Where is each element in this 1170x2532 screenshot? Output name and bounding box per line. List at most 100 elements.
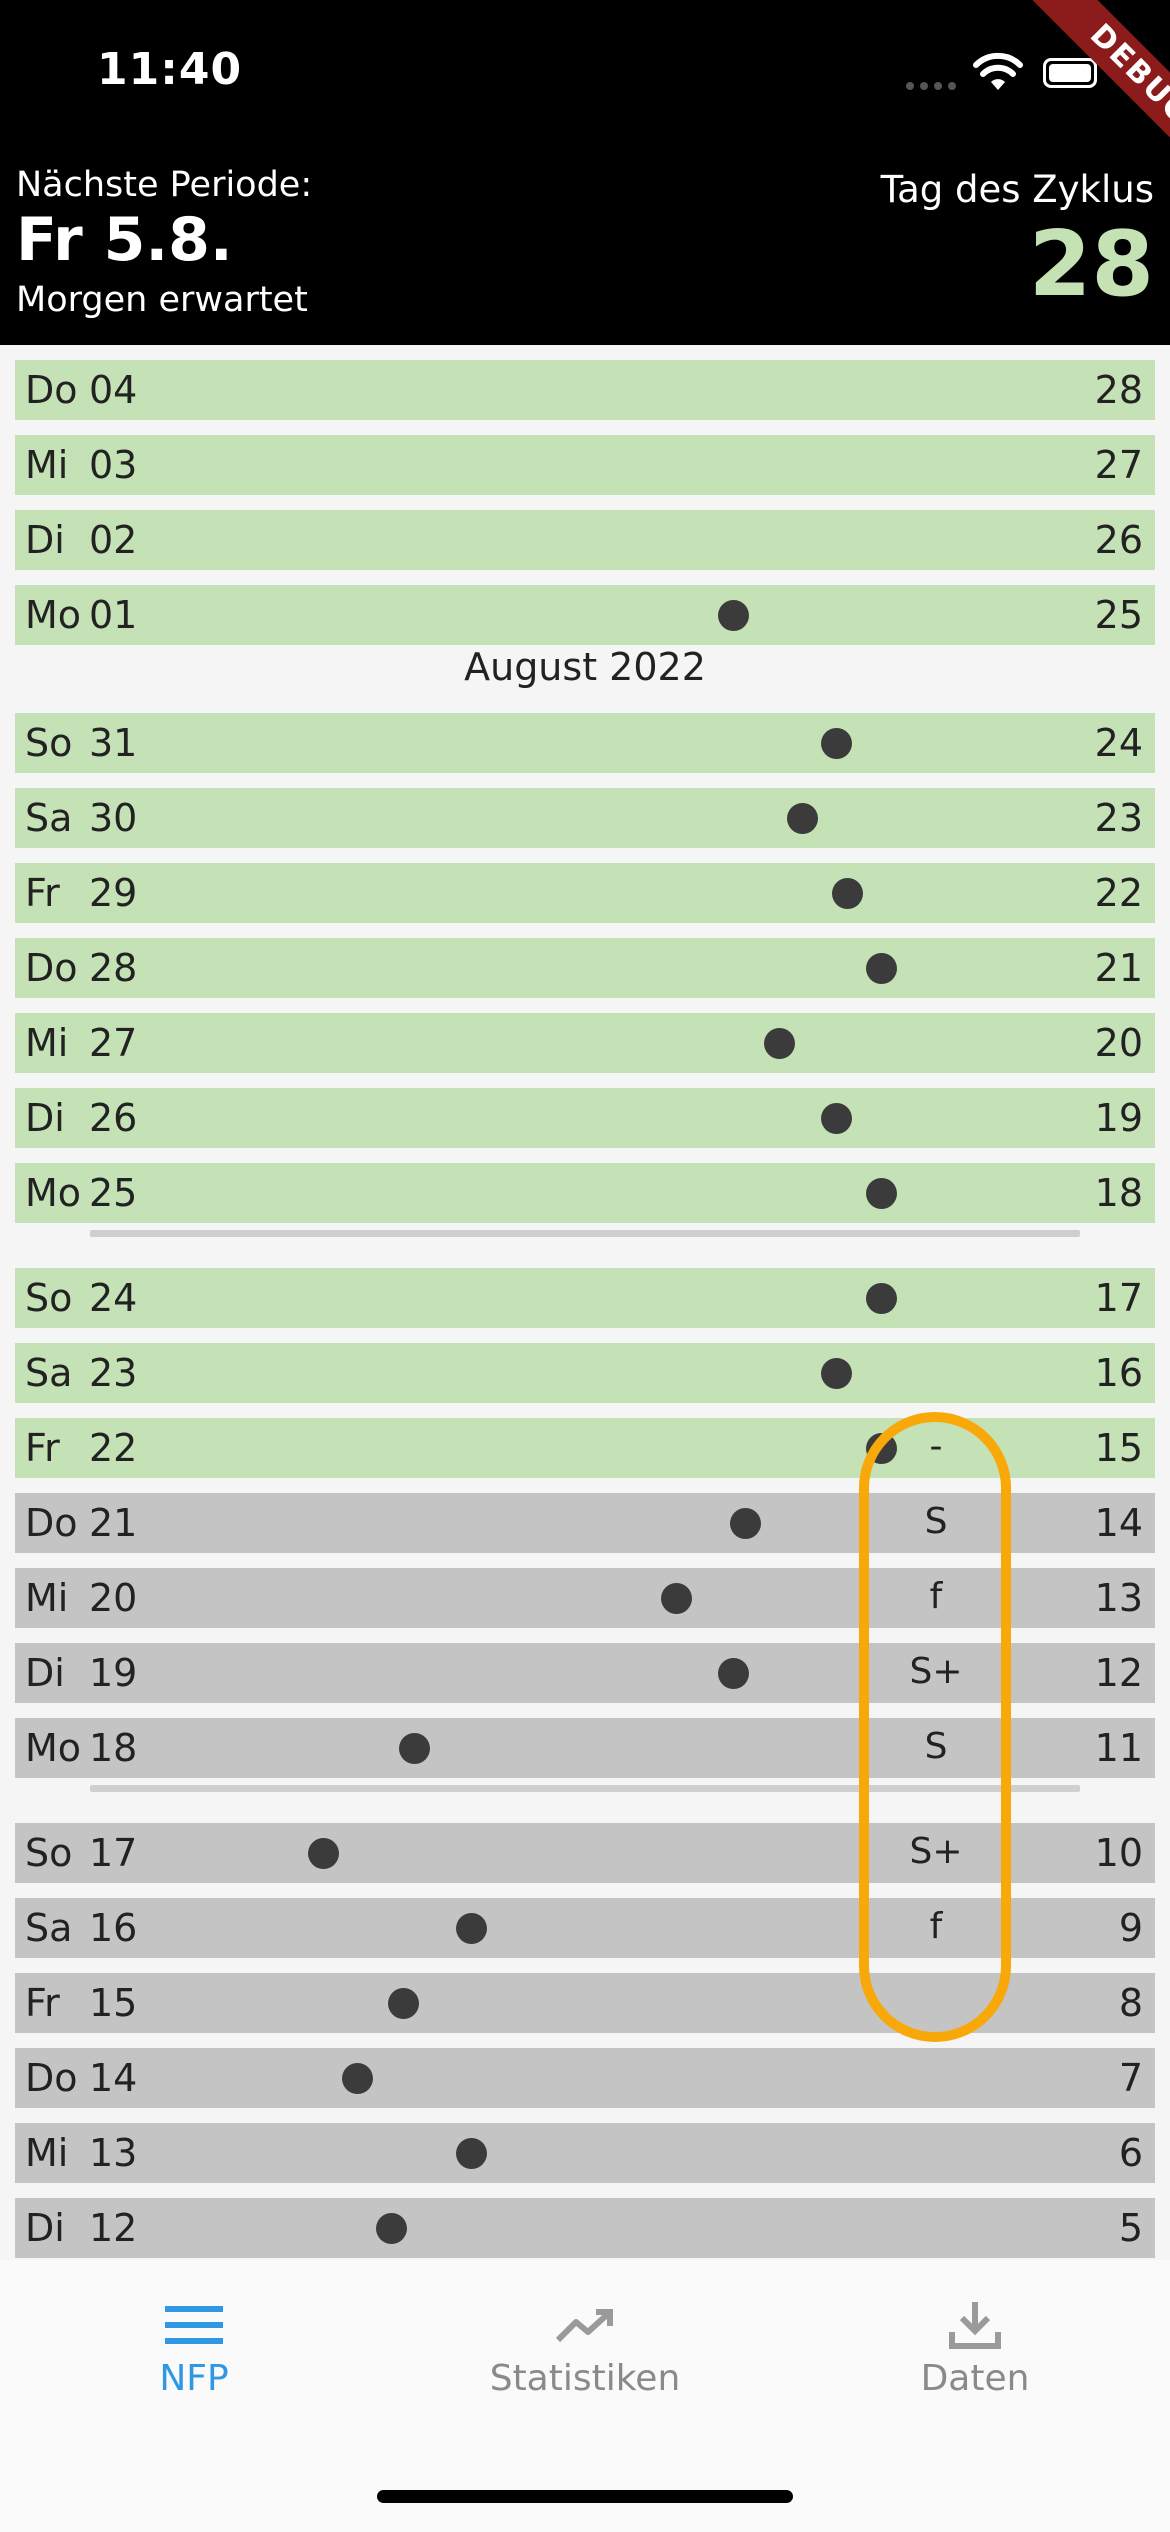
weekday-label: Do <box>25 1501 78 1545</box>
temperature-dot <box>388 1988 419 2019</box>
cycle-day-list[interactable]: August 2022 Do 04 28 Mi 03 27 Di 02 26 Mo 01 25 So 31… <box>0 345 1170 2260</box>
day-row[interactable]: Mo 01 25 <box>15 585 1155 645</box>
weekday-label: Di <box>25 1096 65 1140</box>
date-number: 30 <box>89 796 138 840</box>
week-divider <box>90 1230 1080 1237</box>
date-number: 31 <box>89 721 138 765</box>
temperature-dot <box>821 1358 852 1389</box>
cycle-day-value: 26 <box>1094 518 1143 562</box>
cycle-day-value: 12 <box>1094 1651 1143 1695</box>
bottom-navigation: NFP Statistiken Daten <box>0 2260 1170 2532</box>
day-row[interactable]: Mo 25 18 <box>15 1163 1155 1223</box>
day-row[interactable]: Mi 27 20 <box>15 1013 1155 1073</box>
date-number: 14 <box>89 2056 138 2100</box>
cycle-day-value: 13 <box>1094 1576 1143 1620</box>
mucus-value: - <box>929 1426 943 1467</box>
temperature-dot <box>866 1433 897 1464</box>
temperature-dot <box>376 2213 407 2244</box>
day-row[interactable]: Sa 16 f 9 <box>15 1898 1155 1958</box>
app-header: 11:40 DEBUG Nächste Periode: Fr 5.8. Mor… <box>0 0 1170 345</box>
date-number: 26 <box>89 1096 138 1140</box>
cycle-day-value: 16 <box>1094 1351 1143 1395</box>
cellular-signal-icon <box>906 82 958 92</box>
cycle-day-value: 15 <box>1094 1426 1143 1470</box>
cycle-day-number: 28 <box>1028 212 1154 317</box>
weekday-label: Mo <box>25 1726 82 1770</box>
temperature-dot <box>718 1658 749 1689</box>
day-row[interactable]: Do 28 21 <box>15 938 1155 998</box>
cycle-day-value: 23 <box>1094 796 1143 840</box>
day-row[interactable]: Di 19 S+ 12 <box>15 1643 1155 1703</box>
week-divider <box>90 1785 1080 1792</box>
day-row[interactable]: Fr 22 - 15 <box>15 1418 1155 1478</box>
day-row[interactable]: So 17 S+ 10 <box>15 1823 1155 1883</box>
day-row[interactable]: Mi 13 6 <box>15 2123 1155 2183</box>
day-row[interactable]: Di 12 5 <box>15 2198 1155 2258</box>
weekday-label: Do <box>25 368 78 412</box>
weekday-label: Mi <box>25 443 69 487</box>
weekday-label: Sa <box>25 796 73 840</box>
day-row[interactable]: Mi 03 27 <box>15 435 1155 495</box>
date-number: 23 <box>89 1351 138 1395</box>
day-row[interactable]: Do 14 7 <box>15 2048 1155 2108</box>
day-row[interactable]: Di 02 26 <box>15 510 1155 570</box>
mucus-value: f <box>929 1576 943 1617</box>
status-time: 11:40 <box>97 44 243 95</box>
cycle-day-value: 14 <box>1094 1501 1143 1545</box>
weekday-label: Mi <box>25 2131 69 2175</box>
day-row[interactable]: Fr 15 8 <box>15 1973 1155 2033</box>
mucus-value: S <box>924 1726 948 1767</box>
day-row[interactable]: Mi 20 f 13 <box>15 1568 1155 1628</box>
nav-item-statistiken[interactable]: Statistiken <box>455 2300 715 2399</box>
date-number: 21 <box>89 1501 138 1545</box>
day-row[interactable]: Do 21 S 14 <box>15 1493 1155 1553</box>
day-row[interactable]: Sa 30 23 <box>15 788 1155 848</box>
day-row[interactable]: Mo 18 S 11 <box>15 1718 1155 1778</box>
menu-icon <box>165 2306 223 2344</box>
nav-item-nfp[interactable]: NFP <box>64 2300 324 2399</box>
temperature-dot <box>342 2063 373 2094</box>
date-number: 15 <box>89 1981 138 2025</box>
trending-up-icon <box>555 2309 613 2343</box>
mucus-value: S+ <box>909 1651 963 1692</box>
weekday-label: Mi <box>25 1021 69 1065</box>
cycle-day-value: 5 <box>1118 2206 1143 2250</box>
cycle-day-value: 28 <box>1094 368 1143 412</box>
day-row[interactable]: So 31 24 <box>15 713 1155 773</box>
cycle-day-value: 9 <box>1118 1906 1143 1950</box>
cycle-day-value: 25 <box>1094 593 1143 637</box>
debug-banner-label: DEBUG <box>1031 0 1170 184</box>
day-row[interactable]: Di 26 19 <box>15 1088 1155 1148</box>
date-number: 02 <box>89 518 138 562</box>
cycle-day-value: 10 <box>1094 1831 1143 1875</box>
date-number: 20 <box>89 1576 138 1620</box>
next-period-label: Nächste Periode: <box>16 165 313 205</box>
weekday-label: Fr <box>25 1426 60 1470</box>
cycle-day-value: 27 <box>1094 443 1143 487</box>
weekday-label: Di <box>25 1651 65 1695</box>
mucus-value: S+ <box>909 1831 963 1872</box>
wifi-icon <box>973 52 1023 90</box>
temperature-dot <box>866 953 897 984</box>
cycle-day-value: 21 <box>1094 946 1143 990</box>
home-indicator <box>377 2490 793 2503</box>
weekday-label: Mo <box>25 593 82 637</box>
next-period-date: Fr 5.8. <box>16 205 233 275</box>
date-number: 19 <box>89 1651 138 1695</box>
temperature-dot <box>718 600 749 631</box>
temperature-dot <box>308 1838 339 1869</box>
weekday-label: Fr <box>25 871 60 915</box>
date-number: 22 <box>89 1426 138 1470</box>
download-icon <box>949 2302 1001 2349</box>
day-row[interactable]: Sa 23 16 <box>15 1343 1155 1403</box>
day-row[interactable]: Fr 29 22 <box>15 863 1155 923</box>
cycle-day-value: 19 <box>1094 1096 1143 1140</box>
cycle-day-label: Tag des Zyklus <box>880 168 1154 211</box>
date-number: 03 <box>89 443 138 487</box>
weekday-label: Fr <box>25 1981 60 2025</box>
date-number: 13 <box>89 2131 138 2175</box>
day-row[interactable]: So 24 17 <box>15 1268 1155 1328</box>
weekday-label: Sa <box>25 1351 73 1395</box>
nav-item-daten[interactable]: Daten <box>845 2300 1105 2399</box>
day-row[interactable]: Do 04 28 <box>15 360 1155 420</box>
